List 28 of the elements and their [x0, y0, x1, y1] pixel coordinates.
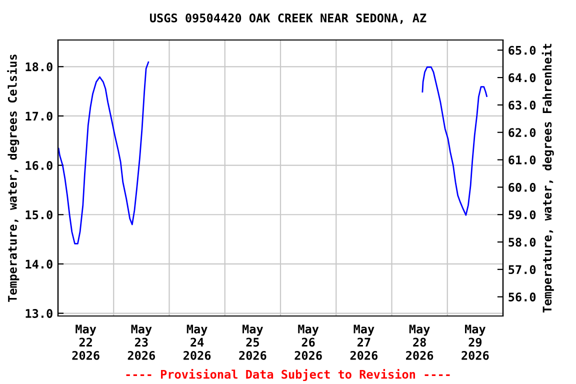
y-tick-label: 13.0 — [26, 309, 52, 318]
x-tick-label: May 24 2026 — [184, 324, 211, 360]
x-tick-label: May 22 2026 — [72, 324, 100, 360]
y-axis-title: Temperature, water, degrees Celsius — [7, 54, 20, 302]
x-tick-label: May 26 2026 — [294, 324, 322, 360]
x-tick-label: May 25 2026 — [239, 324, 266, 360]
x-tick-label: May 23 2026 — [128, 324, 156, 360]
y2-tick-label: 56.0 — [508, 292, 536, 302]
chart-title: USGS 09504420 OAK CREEK NEAR SEDONA, AZ — [150, 13, 426, 24]
y-tick-label: 14.0 — [26, 260, 52, 269]
y2-tick-label: 62.0 — [508, 128, 536, 138]
y2-tick-label: 65.0 — [508, 46, 536, 55]
x-tick-label: May 27 2026 — [350, 324, 378, 360]
x-tick-label: May 28 2026 — [406, 324, 434, 360]
y2-axis-title: Temperature, water, degrees Fahrenheit — [542, 44, 554, 313]
y-tick-label: 18.0 — [26, 62, 52, 72]
x-tick-label: May 29 2026 — [462, 324, 489, 360]
text: ---- Provisional Data Subject to Revision ---- — [126, 368, 450, 382]
y2-tick-label: 58.0 — [508, 238, 536, 247]
y2-tick-label: 64.0 — [508, 73, 536, 82]
y-tick-label: 17.0 — [26, 112, 52, 121]
y-tick-label: 16.0 — [26, 161, 52, 170]
y2-tick-label: 57.0 — [508, 265, 536, 274]
y2-tick-label: 60.0 — [508, 182, 536, 192]
y-tick-label: 15.0 — [26, 210, 52, 220]
y2-tick-label: 63.0 — [508, 100, 536, 110]
y2-tick-label: 59.0 — [508, 210, 536, 220]
y2-tick-label: 61.0 — [508, 155, 536, 164]
